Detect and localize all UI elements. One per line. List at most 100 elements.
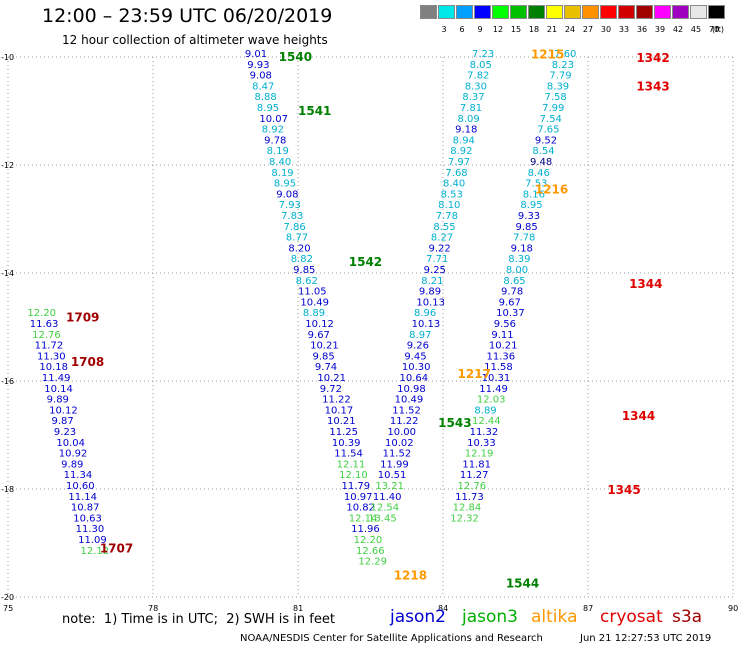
- wave-height-value: 10.49: [395, 395, 424, 406]
- scale-label: 45: [690, 25, 702, 34]
- wave-height-value: 7.60: [554, 49, 576, 60]
- wave-height-value: 10.17: [325, 405, 354, 416]
- wave-height-value: 9.22: [429, 243, 451, 254]
- wave-height-value: 9.11: [491, 330, 513, 341]
- wave-height-value: 8.96: [414, 308, 436, 319]
- wave-height-value: 9.45: [404, 351, 426, 362]
- wave-height-value: 9.23: [54, 427, 76, 438]
- wave-height-value: 8.94: [453, 135, 475, 146]
- wave-height-value: 9.01: [245, 49, 267, 60]
- wave-height-value: 8.95: [257, 103, 279, 114]
- scale-swatch: [492, 5, 509, 19]
- wave-height-value: 8.97: [409, 330, 431, 341]
- wave-height-value: 8.77: [286, 233, 308, 244]
- scale-swatch: [636, 5, 653, 19]
- lat-tick-label: -20: [1, 593, 14, 602]
- scale-label: 42: [672, 25, 684, 34]
- wave-height-value: 12.76: [458, 481, 487, 492]
- scale-label: 6: [459, 25, 465, 34]
- wave-height-value: 10.31: [482, 373, 511, 384]
- wave-height-value: 11.22: [322, 395, 351, 406]
- wave-height-value: 7.79: [549, 71, 571, 82]
- wave-height-value: 10.04: [56, 438, 85, 449]
- legend-s3a: s3a: [672, 607, 703, 627]
- footer-timestamp: Jun 21 12:27:53 UTC 2019: [580, 633, 712, 644]
- pass-time-label: 1544: [506, 577, 539, 591]
- scale-label: 27: [582, 25, 594, 34]
- wave-height-value: 11.30: [76, 524, 105, 535]
- lat-tick-label: -16: [1, 377, 14, 386]
- lon-tick-label: 75: [3, 604, 13, 613]
- wave-height-value: 7.93: [279, 200, 301, 211]
- wave-height-value: 12.32: [450, 513, 479, 524]
- wave-height-value: 9.67: [308, 330, 330, 341]
- wave-height-value: 7.68: [445, 168, 467, 179]
- wave-height-value: 10.18: [39, 362, 68, 373]
- wave-height-value: 11.34: [64, 470, 93, 481]
- wave-height-value: 8.95: [520, 200, 542, 211]
- scale-swatch: [528, 5, 545, 19]
- scale-label: 15: [510, 25, 522, 34]
- wave-height-value: 9.08: [276, 189, 298, 200]
- wave-height-value: 10.64: [400, 373, 429, 384]
- wave-height-value: 9.78: [264, 135, 286, 146]
- legend-cryosat: cryosat: [600, 607, 663, 627]
- wave-height-value: 8.23: [552, 60, 574, 71]
- lat-tick-label: -18: [1, 485, 14, 494]
- scale-label: 36: [636, 25, 648, 34]
- wave-height-value: 11.81: [462, 459, 491, 470]
- wave-height-value: 7.82: [467, 71, 489, 82]
- pass-time-label: 1707: [100, 541, 133, 555]
- wave-height-value: 9.33: [518, 211, 540, 222]
- scale-label: 12: [492, 25, 504, 34]
- wave-height-value: 7.99: [542, 103, 564, 114]
- scale-swatch: [690, 5, 707, 19]
- wave-height-value: 12.11: [337, 459, 366, 470]
- wave-height-value: 9.89: [419, 287, 441, 298]
- lat-tick-label: -14: [1, 269, 14, 278]
- wave-height-value: 9.87: [52, 416, 74, 427]
- wave-height-color-scale: 3 6 9 12 15 18 21 24 27 30 33 36 39 42 45 70 (ft): [420, 5, 740, 43]
- map-subtitle: 12 hour collection of altimeter wave hei…: [62, 33, 328, 47]
- wave-height-value: 9.48: [530, 157, 552, 168]
- pass-time-label: 1215: [531, 47, 564, 61]
- scale-swatch: [474, 5, 491, 19]
- scale-label: 3: [441, 25, 447, 34]
- wave-height-value: 11.49: [479, 384, 508, 395]
- wave-height-value: 8.65: [503, 276, 525, 287]
- wave-height-value: 11.99: [380, 459, 409, 470]
- wave-height-value: 10.21: [317, 373, 346, 384]
- wave-height-value: 7.81: [460, 103, 482, 114]
- scale-swatch: [456, 5, 473, 19]
- wave-height-value: 8.39: [547, 81, 569, 92]
- wave-height-value: 9.52: [535, 135, 557, 146]
- wave-height-value: 8.55: [433, 222, 455, 233]
- scale-swatch: [438, 5, 455, 19]
- wave-height-value: 8.89: [303, 308, 325, 319]
- wave-height-value: 8.30: [465, 81, 487, 92]
- wave-height-value: 8.19: [267, 146, 289, 157]
- wave-height-value: 9.26: [407, 341, 429, 352]
- pass-time-label: 1343: [636, 80, 669, 94]
- wave-height-value: 11.05: [298, 287, 327, 298]
- wave-height-value: 11.27: [460, 470, 489, 481]
- wave-height-value: 10.92: [59, 449, 88, 460]
- wave-height-value: 12.14: [349, 513, 378, 524]
- wave-height-value: 9.85: [293, 265, 315, 276]
- scale-swatch: [672, 5, 689, 19]
- pass-time-label: 1217: [458, 367, 491, 381]
- wave-height-value: 10.02: [385, 438, 414, 449]
- wave-height-value: 12.29: [358, 557, 387, 568]
- wave-height-value: 10.63: [73, 513, 102, 524]
- wave-height-value: 7.78: [436, 211, 458, 222]
- wave-height-value: 11.96: [351, 524, 380, 535]
- wave-height-value: 8.16: [523, 189, 545, 200]
- scale-swatch: [510, 5, 527, 19]
- wave-height-value: 9.72: [320, 384, 342, 395]
- wave-height-value: 12.03: [477, 395, 506, 406]
- wave-height-value: 11.36: [487, 351, 516, 362]
- scale-label: 18: [528, 25, 540, 34]
- wave-height-value: 8.54: [532, 146, 554, 157]
- lat-tick-label: -12: [1, 161, 14, 170]
- wave-height-value: 8.82: [291, 254, 313, 265]
